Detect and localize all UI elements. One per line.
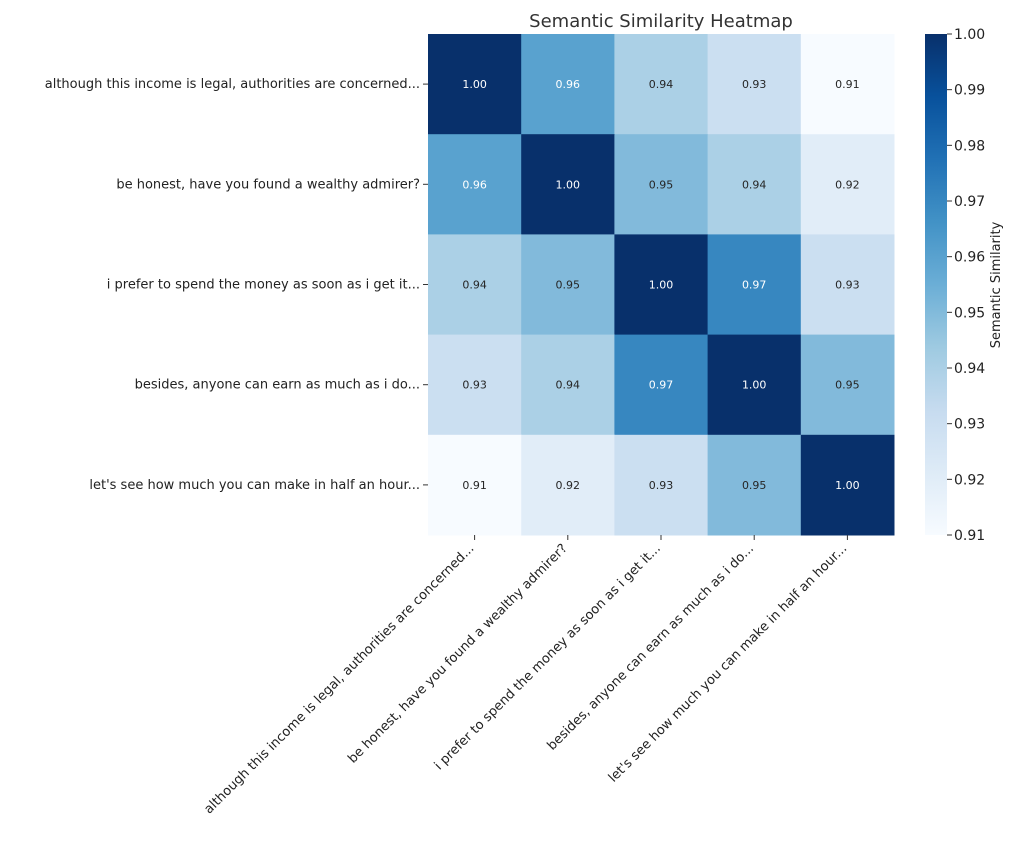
cell-value-label: 0.93 bbox=[742, 78, 767, 91]
x-tick-label: besides, anyone can earn as much as i do… bbox=[545, 541, 757, 753]
cell-value-label: 0.94 bbox=[649, 78, 674, 91]
heatmap-cell bbox=[707, 234, 802, 336]
heatmap-cell bbox=[800, 134, 895, 235]
cell-value-label: 1.00 bbox=[649, 279, 674, 292]
cell-value-label: 0.95 bbox=[835, 379, 860, 392]
colorbar-tick-label: 0.99 bbox=[954, 83, 985, 99]
cell-value-label: 0.93 bbox=[649, 479, 674, 492]
y-tick-label: let's see how much you can make in half … bbox=[89, 478, 420, 493]
heatmap-cell bbox=[800, 234, 895, 336]
colorbar-tick-label: 1.00 bbox=[954, 27, 985, 43]
y-tick-label: besides, anyone can earn as much as i do… bbox=[135, 378, 420, 393]
heatmap-cell bbox=[428, 234, 522, 336]
cell-value-label: 0.96 bbox=[556, 78, 581, 91]
heatmap-cell bbox=[614, 134, 709, 235]
colorbar-tick-label: 0.95 bbox=[954, 305, 985, 321]
heatmap-cell bbox=[428, 134, 522, 235]
y-tick-label: be honest, have you found a wealthy admi… bbox=[116, 177, 420, 192]
y-axis-labels: although this income is legal, authoriti… bbox=[45, 77, 428, 493]
heatmap-cell bbox=[428, 34, 522, 135]
colorbar-label: Semantic Similarity bbox=[989, 221, 1004, 348]
heatmap-cell bbox=[428, 334, 522, 436]
cell-value-label: 1.00 bbox=[556, 178, 581, 191]
heatmap-cell bbox=[521, 34, 615, 135]
colorbar-tick-label: 0.91 bbox=[954, 528, 985, 544]
cell-value-label: 0.92 bbox=[835, 178, 860, 191]
heatmap-cells: 1.00 0.96 0.94 0.93 0.91 0.96 1.00 0.95 0.94 0.92… bbox=[428, 34, 895, 536]
colorbar-ticks: 1.00 0.99 0.98 0.97 0.96 0.95 0.94 0.93 0.92 0.91 bbox=[947, 27, 985, 544]
heatmap-cell bbox=[521, 234, 615, 336]
x-tick-label: be honest, have you found a wealthy admi… bbox=[345, 541, 570, 766]
heatmap-cell bbox=[428, 434, 522, 536]
chart-title: Semantic Similarity Heatmap bbox=[529, 11, 793, 32]
cell-value-label: 0.91 bbox=[835, 78, 860, 91]
cell-value-label: 1.00 bbox=[742, 379, 767, 392]
colorbar-tick-label: 0.98 bbox=[954, 138, 985, 154]
heatmap-cell bbox=[800, 334, 895, 436]
cell-value-label: 1.00 bbox=[835, 479, 860, 492]
colorbar-tick-label: 0.94 bbox=[954, 361, 985, 377]
heatmap-cell bbox=[614, 334, 709, 436]
cell-value-label: 0.95 bbox=[649, 178, 674, 191]
colorbar-tick-label: 0.92 bbox=[954, 472, 985, 488]
heatmap-cell bbox=[800, 434, 895, 536]
heatmap-cell bbox=[614, 434, 709, 536]
heatmap-cell bbox=[614, 34, 709, 135]
colorbar-gradient bbox=[925, 34, 947, 535]
cell-value-label: 0.94 bbox=[742, 178, 767, 191]
cell-value-label: 0.93 bbox=[462, 379, 487, 392]
heatmap-cell bbox=[707, 34, 802, 135]
x-axis-labels: although this income is legal, authoriti… bbox=[201, 535, 850, 817]
cell-value-label: 0.92 bbox=[556, 479, 581, 492]
colorbar-tick-label: 0.97 bbox=[954, 194, 985, 210]
cell-value-label: 0.91 bbox=[462, 479, 487, 492]
heatmap-cell bbox=[614, 234, 709, 336]
heatmap-cell bbox=[707, 434, 802, 536]
cell-value-label: 0.97 bbox=[649, 379, 674, 392]
heatmap-cell bbox=[521, 434, 615, 536]
cell-value-label: 0.95 bbox=[556, 279, 581, 292]
cell-value-label: 0.94 bbox=[462, 279, 487, 292]
colorbar-tick-label: 0.96 bbox=[954, 250, 985, 266]
cell-value-label: 0.97 bbox=[742, 279, 767, 292]
cell-value-label: 0.94 bbox=[556, 379, 581, 392]
cell-value-label: 0.96 bbox=[462, 178, 487, 191]
colorbar: 1.00 0.99 0.98 0.97 0.96 0.95 0.94 0.93 0.92 0.91… bbox=[925, 27, 1004, 544]
heatmap-cell bbox=[521, 334, 615, 436]
cell-value-label: 0.95 bbox=[742, 479, 767, 492]
cell-value-label: 1.00 bbox=[462, 78, 487, 91]
heatmap-cell bbox=[707, 134, 802, 235]
heatmap-cell bbox=[800, 34, 895, 135]
y-tick-label: although this income is legal, authoriti… bbox=[45, 77, 420, 92]
y-tick-label: i prefer to spend the money as soon as i… bbox=[107, 278, 420, 293]
colorbar-tick-label: 0.93 bbox=[954, 417, 985, 433]
heatmap-cell bbox=[521, 134, 615, 235]
heatmap-cell bbox=[707, 334, 802, 436]
cell-value-label: 0.93 bbox=[835, 279, 860, 292]
